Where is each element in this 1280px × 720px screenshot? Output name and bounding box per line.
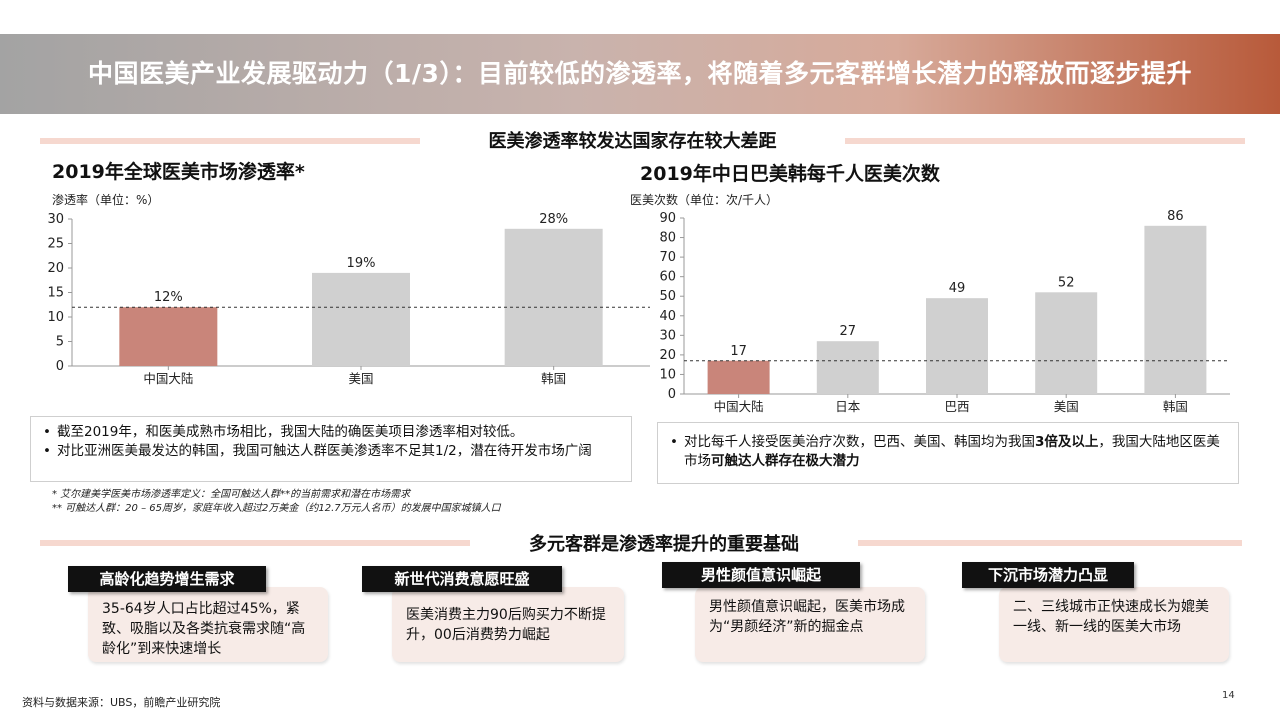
chart1-bar [504,228,603,366]
chart2-y-tick-label: 90 [659,211,676,226]
chart2-y-tick-label: 50 [659,289,676,304]
chart1-y-tick-label: 15 [47,286,64,301]
chart1-x-tick-label: 中国大陆 [143,371,193,386]
note-left: 截至2019年，和医美成熟市场相比，我国大陆的确医美项目渗透率相对较低。 对比亚… [30,416,632,482]
chart2-x-tick-label: 美国 [1054,399,1079,414]
chart2-data-label: 27 [840,324,857,339]
note-right-bold-2: 可触达人群存在极大潜力 [711,453,860,469]
chart1-data-label: 28% [539,212,568,227]
chart1-y-unit: 渗透率（单位：%） [52,193,160,207]
chart2-y-tick-label: 20 [659,348,676,363]
card-1-body: 35-64岁人口占比超过45%，紧致、吸脂以及各类抗衰需求随“高龄化”到来快速增… [88,587,328,662]
chart2-y-tick-label: 80 [659,231,676,246]
note-right-text-2: ，我国大陆地区医美市场 [684,434,1220,469]
section2-line-left [40,540,470,546]
chart1-x-tick-label: 美国 [348,371,373,386]
chart2-bar [707,360,770,394]
card-3-body: 男性颜值意识崛起，医美市场成为“男颜经济”新的掘金点 [695,587,925,662]
chart2-bar [926,298,988,394]
chart1-title: 2019年全球医美市场渗透率* [52,161,305,183]
chart2-bar [1144,225,1207,394]
chart2-data-label: 49 [949,281,966,296]
chart2-bar [816,341,879,394]
chart2-y-unit: 医美次数（单位：次/千人） [630,193,779,207]
note-right-bold-1: 3倍及以上 [1035,434,1099,450]
card-2-label: 新世代消费意愿旺盛 [362,566,562,592]
chart2-y-tick-label: 70 [659,250,676,265]
note-right: 对比每千人接受医美治疗次数，巴西、美国、韩国均为我国3倍及以上，我国大陆地区医美… [657,422,1239,484]
chart2-y-tick-label: 10 [659,367,676,382]
section1-title: 医美渗透率较发达国家存在较大差距 [488,131,777,152]
chart2-data-label: 86 [1167,209,1184,224]
section2-title: 多元客群是渗透率提升的重要基础 [529,534,799,555]
page-title: 中国医美产业发展驱动力（1/3）：目前较低的渗透率，将随着多元客群增长潜力的释放… [88,59,1192,88]
card-3-label: 男性颜值意识崛起 [662,562,860,588]
footnote-2: ** 可触达人群：20 – 65周岁，家庭年收入超过2万美金（约12.7万元人名… [52,503,501,514]
chart1-y-tick-label: 10 [47,310,64,325]
chart2-y-tick-label: 40 [659,309,676,324]
chart1-y-tick-label: 25 [47,237,64,252]
chart1-data-label: 12% [154,290,183,305]
chart2-x-tick-label: 韩国 [1163,399,1188,414]
card-1-label: 高龄化趋势增生需求 [68,566,266,592]
chart1-bar-chart: 0 5 10 15 20 25 30 12% 中国大陆 19% 美国 28% 韩国 [47,212,650,386]
note-right-text-1: 对比每千人接受医美治疗次数，巴西、美国、韩国均为我国 [684,434,1035,450]
card-4-label: 下沉市场潜力凸显 [962,562,1134,588]
chart2-y-tick-label: 60 [659,270,676,285]
note-right-item: 对比每千人接受医美治疗次数，巴西、美国、韩国均为我国3倍及以上，我国大陆地区医美… [668,433,1228,471]
chart1-y-tick-label: 5 [56,335,64,350]
note-left-item-1: 截至2019年，和医美成熟市场相比，我国大陆的确医美项目渗透率相对较低。 [41,423,621,442]
chart2-x-tick-label: 日本 [835,399,861,414]
section1-line-right [845,138,1245,144]
chart2-data-label: 52 [1058,275,1075,290]
chart2-y-tick-label: 0 [668,387,676,402]
note-left-item-2: 对比亚洲医美最发达的韩国，我国可触达人群医美渗透率不足其1/2，潜在待开发市场广… [41,442,621,461]
chart2-title: 2019年中日巴美韩每千人医美次数 [640,163,940,185]
chart2-bar [1035,292,1098,394]
source-note: 资料与数据来源：UBS，前瞻产业研究院 [22,696,221,709]
chart2-data-label: 17 [730,344,747,359]
header-banner: 中国医美产业发展驱动力（1/3）：目前较低的渗透率，将随着多元客群增长潜力的释放… [0,34,1280,114]
chart1-y-tick-label: 30 [47,212,64,227]
section1-line-left [40,138,420,144]
chart1-bar [312,272,410,366]
card-2-body: 医美消费主力90后购买力不断提升，00后消费势力崛起 [392,587,624,662]
chart1-data-label: 19% [347,256,376,271]
section2-line-right [858,540,1242,546]
footnote-1: * 艾尔建美学医美市场渗透率定义：全国可触达人群**的当前需求和潜在市场需求 [52,489,411,500]
chart2-y-tick-label: 30 [659,328,676,343]
page-number: 14 [1222,690,1235,701]
chart1-bar [119,307,218,366]
chart1-y-tick-label: 0 [56,359,64,374]
chart2-bar-chart: 0 10 20 30 40 50 60 70 80 90 17 中国大陆 27 日本 49 巴西 52 美国 86 韩… [659,209,1230,414]
card-4-body: 二、三线城市正快速成长为媲美一线、新一线的医美大市场 [999,587,1229,662]
chart2-x-tick-label: 巴西 [944,399,969,414]
chart2-x-tick-label: 中国大陆 [714,399,764,414]
chart1-x-tick-label: 韩国 [541,371,566,386]
chart1-y-tick-label: 20 [47,261,64,276]
